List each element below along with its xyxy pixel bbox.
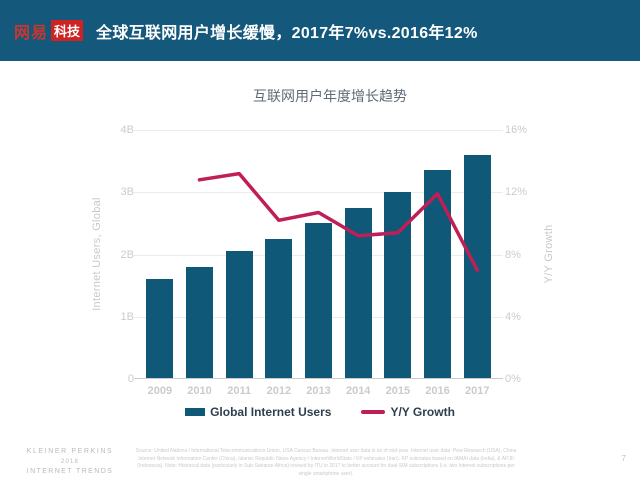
y-tick-label: 4% (505, 310, 521, 323)
brand-line-1: KLEINER PERKINS (26, 448, 114, 455)
bar (305, 223, 333, 379)
bar-slot (180, 130, 220, 379)
x-tick-label: 2014 (345, 385, 371, 397)
x-axis-line (134, 378, 503, 379)
x-tick-label: 2009 (147, 385, 173, 397)
x-tick-label: 2010 (187, 385, 212, 397)
line-swatch-icon (361, 410, 386, 414)
left-axis-tick-labels: 4B 3B 2B 1B 0 (96, 124, 134, 385)
y-tick-label: 8% (505, 248, 521, 261)
x-axis-tick-labels: 2009 2010 2011 2012 2013 2014 2015 2016 2017 (140, 385, 497, 397)
plot-area (134, 130, 503, 379)
bar-slot (219, 130, 259, 379)
netease-tech-logo: 网易 科技 (14, 19, 84, 43)
legend-item: Y/Y Growth (361, 405, 455, 419)
right-axis-tick-labels: 16% 12% 8% 4% 0% (505, 124, 545, 385)
kleiner-perkins-brand: KLEINER PERKINS 2018 INTERNET TRENDS (8, 447, 132, 478)
y-tick-label: 4B (120, 124, 134, 136)
legend-item: Global Internet Users (185, 405, 331, 419)
x-tick-label: 2013 (306, 385, 331, 397)
bar (424, 170, 452, 379)
brand-line-2: 2018 (60, 458, 80, 465)
tech-logo-badge: 科技 (51, 20, 84, 41)
header-bar: 网易 科技 全球互联网用户增长缓慢，2017年7%vs.2016年12% (0, 0, 640, 61)
slide-title: 全球互联网用户增长缓慢，2017年7%vs.2016年12% (96, 24, 478, 42)
gridline (134, 192, 503, 194)
x-tick-label: 2011 (227, 385, 252, 397)
bar (225, 251, 253, 379)
legend-label: Global Internet Users (210, 405, 332, 419)
y-tick-label: 0% (505, 373, 521, 385)
bar-swatch-icon (185, 408, 206, 416)
bar (186, 266, 213, 379)
y-tick-label: 0 (127, 373, 134, 385)
bar-slot (299, 130, 339, 379)
bar (146, 279, 174, 379)
bar-slot (140, 130, 180, 379)
bar-slot (418, 130, 458, 379)
gridline (134, 130, 503, 131)
x-tick-label: 2016 (425, 385, 450, 397)
y-tick-label: 12% (505, 186, 528, 199)
y-tick-label: 16% (505, 124, 528, 136)
bar-slot (259, 130, 299, 379)
chart-legend: Global Internet Users Y/Y Growth (0, 405, 640, 419)
y-tick-label: 2B (120, 248, 134, 261)
netease-logo-text: 网易 (14, 24, 49, 42)
x-tick-label: 2017 (464, 385, 490, 397)
source-note: Source: United Nations / International T… (135, 448, 517, 477)
x-tick-label: 2012 (266, 385, 292, 397)
growth-line-series (197, 171, 479, 272)
legend-label: Y/Y Growth (390, 405, 455, 419)
bar (265, 238, 293, 379)
x-tick-label: 2015 (385, 385, 411, 397)
y-tick-label: 3B (120, 186, 134, 199)
y-tick-label: 1B (120, 310, 134, 323)
brand-line-3: INTERNET TRENDS (26, 468, 114, 476)
chart-title: 互联网用户年度增长趋势 (253, 88, 407, 104)
page-number: 7 (621, 454, 626, 463)
